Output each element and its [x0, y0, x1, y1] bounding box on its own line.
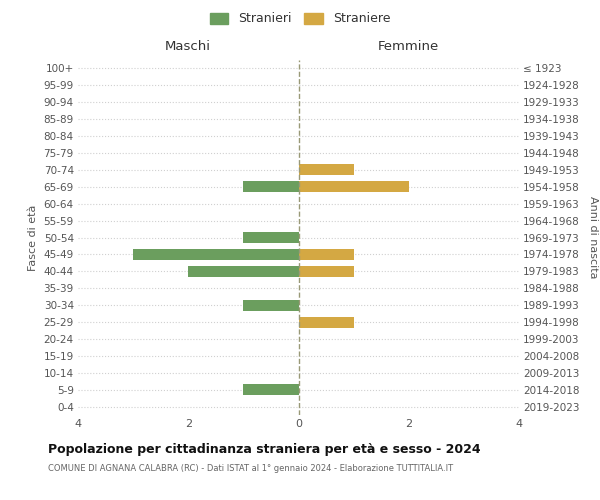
Bar — [299, 182, 409, 192]
Legend: Stranieri, Straniere: Stranieri, Straniere — [206, 8, 394, 29]
Bar — [244, 182, 299, 192]
Text: Maschi: Maschi — [165, 40, 211, 53]
Text: COMUNE DI AGNANA CALABRA (RC) - Dati ISTAT al 1° gennaio 2024 - Elaborazione TUT: COMUNE DI AGNANA CALABRA (RC) - Dati IST… — [48, 464, 453, 473]
Bar — [244, 300, 299, 310]
Bar — [299, 164, 353, 175]
Text: Femmine: Femmine — [378, 40, 439, 53]
Bar — [299, 266, 353, 277]
Bar — [133, 249, 299, 260]
Bar — [299, 316, 353, 328]
Bar — [299, 249, 353, 260]
Bar — [244, 232, 299, 243]
Text: Popolazione per cittadinanza straniera per età e sesso - 2024: Popolazione per cittadinanza straniera p… — [48, 442, 481, 456]
Y-axis label: Fasce di età: Fasce di età — [28, 204, 38, 270]
Bar — [244, 384, 299, 395]
Bar — [188, 266, 299, 277]
Y-axis label: Anni di nascita: Anni di nascita — [588, 196, 598, 279]
